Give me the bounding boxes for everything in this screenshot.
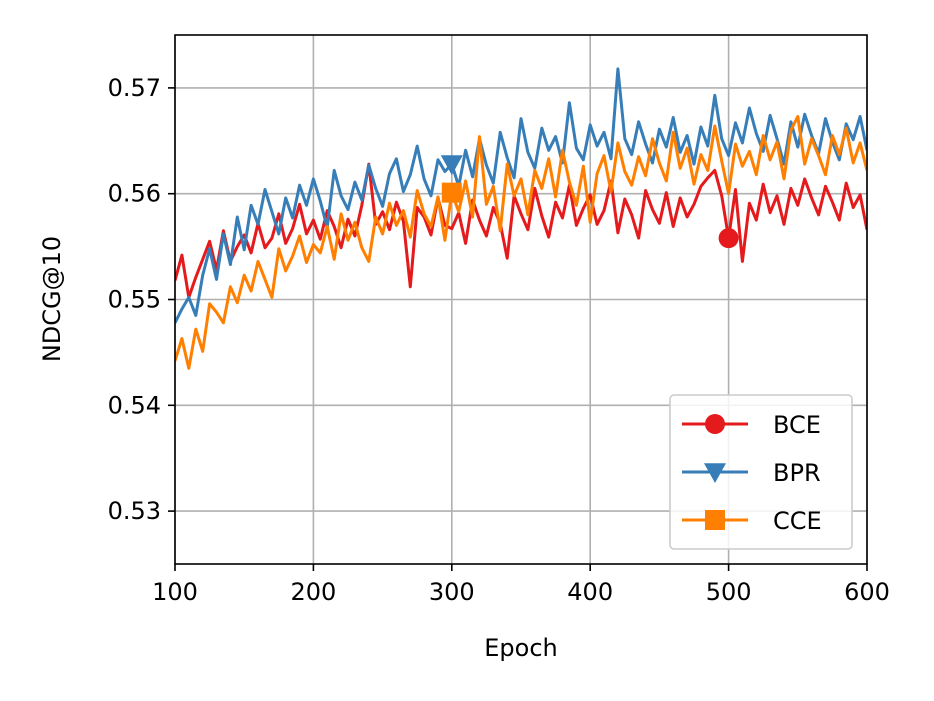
x-tick-label: 400 bbox=[567, 578, 613, 606]
x-tick-label: 200 bbox=[290, 578, 336, 606]
x-tick-label: 100 bbox=[152, 578, 198, 606]
legend-label: BCE bbox=[773, 411, 821, 439]
legend-label: CCE bbox=[773, 507, 822, 535]
series-bpr bbox=[175, 67, 867, 324]
legend-label: BPR bbox=[773, 459, 821, 487]
legend-marker bbox=[704, 463, 726, 483]
series-marker-bce bbox=[718, 228, 739, 249]
series-cce bbox=[175, 115, 867, 370]
series-marker-cce bbox=[441, 182, 462, 203]
series-marker-bpr bbox=[440, 155, 463, 176]
series-bce bbox=[175, 162, 867, 299]
y-tick-label: 0.54 bbox=[108, 391, 161, 419]
legend-marker bbox=[705, 510, 725, 530]
series-line-cce bbox=[175, 115, 867, 370]
legend-item-bpr: BPR bbox=[682, 459, 821, 487]
x-tick-label: 600 bbox=[844, 578, 890, 606]
legend-marker bbox=[705, 414, 725, 434]
y-axis-label: NDCG@10 bbox=[38, 236, 66, 362]
y-tick-label: 0.55 bbox=[108, 286, 161, 314]
grid-lines bbox=[174, 35, 868, 564]
series-line-bpr bbox=[175, 67, 867, 324]
series-line-bce bbox=[175, 162, 867, 299]
x-axis-label: Epoch bbox=[484, 634, 558, 662]
y-tick-label: 0.53 bbox=[108, 497, 161, 525]
x-tick-label: 500 bbox=[706, 578, 752, 606]
y-tick-label: 0.56 bbox=[108, 180, 161, 208]
series-layer bbox=[175, 67, 867, 370]
axis-ticks: 100 200 300 400 500 600 0.53 0.54 0.55 0.56 0.57 bbox=[108, 74, 890, 606]
legend-item-bce: BCE bbox=[682, 411, 821, 439]
legend-item-cce: CCE bbox=[682, 507, 822, 535]
y-tick-label: 0.57 bbox=[108, 74, 161, 102]
x-tick-label: 300 bbox=[429, 578, 475, 606]
legend: BCE BPR CCE bbox=[669, 394, 853, 550]
